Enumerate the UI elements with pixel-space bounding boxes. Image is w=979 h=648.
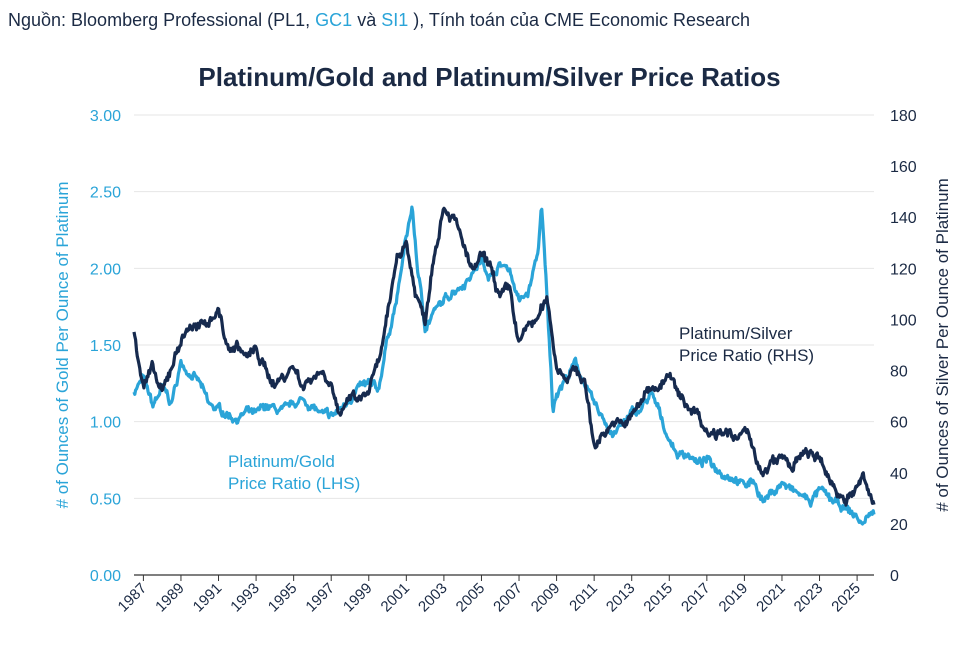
source-va: và (352, 10, 382, 30)
x-tick-label: 2025 (828, 580, 864, 616)
x-tick-label: 2003 (415, 580, 451, 616)
y-tick-right: 40 (890, 466, 908, 483)
y-tick-right: 180 (890, 108, 917, 125)
y-tick-right: 20 (890, 517, 908, 534)
platinum-gold-ratio-line (132, 205, 876, 526)
gridlines (134, 114, 874, 499)
y-tick-right: 80 (890, 364, 908, 381)
y-tick-right: 140 (890, 210, 917, 227)
x-tick-label: 2013 (603, 580, 639, 616)
x-tick-label: 1991 (190, 580, 226, 616)
x-tick-label: 1987 (115, 580, 151, 616)
silver-series-label: Platinum/Silver Price Ratio (RHS) (679, 324, 814, 365)
x-tick-label: 1989 (152, 580, 188, 616)
x-tick-label: 2021 (753, 580, 789, 616)
y-tick-left: 0.50 (90, 491, 121, 508)
y-tick-left: 0.00 (90, 568, 121, 585)
gold-label-line1: Platinum/Gold (228, 452, 335, 471)
x-tick-label: 1999 (340, 580, 376, 616)
source-note: Nguồn: Bloomberg Professional (PL1, GC1 … (8, 10, 750, 31)
y-tick-right: 160 (890, 159, 917, 176)
source-suffix: ), Tính toán của CME Economic Research (408, 10, 751, 30)
source-si1-link[interactable]: SI1 (381, 10, 409, 30)
x-tick-label: 2011 (566, 580, 601, 615)
x-tick-label: 2017 (678, 580, 714, 616)
platinum-silver-ratio-line (132, 206, 876, 507)
y-tick-right: 100 (890, 312, 917, 329)
x-tick-label: 2015 (640, 580, 676, 616)
y-tick-left: 1.00 (90, 415, 121, 432)
gold-label-line2: Price Ratio (LHS) (228, 474, 360, 493)
y-tick-left: 1.50 (90, 338, 121, 355)
x-tick-label: 2007 (490, 580, 526, 616)
silver-label-line1: Platinum/Silver (679, 324, 793, 343)
x-tick-label: 2009 (528, 580, 564, 616)
x-tick-label: 2023 (791, 580, 827, 616)
x-tick-label: 2019 (716, 580, 752, 616)
chart-title: Platinum/Gold and Platinum/Silver Price … (198, 62, 781, 92)
source-gc1-link[interactable]: GC1 (315, 10, 353, 30)
x-tick-label: 1995 (265, 580, 301, 616)
y-tick-left: 2.50 (90, 185, 121, 202)
y-axis-label-left: # of Ounces of Gold Per Ounce of Platinu… (53, 182, 72, 509)
y-tick-left: 2.00 (90, 261, 121, 278)
x-tick-label: 2005 (453, 580, 489, 616)
source-prefix: Nguồn: Bloomberg Professional (PL1, (8, 10, 316, 30)
y-axis-label-right: # of Ounces of Silver Per Ounce of Plati… (933, 178, 952, 512)
gold-series-label: Platinum/Gold Price Ratio (LHS) (228, 452, 360, 493)
series-lines (132, 205, 876, 526)
y-tick-right: 60 (890, 415, 908, 432)
silver-label-line2: Price Ratio (RHS) (679, 346, 814, 365)
x-tick-label: 1997 (302, 580, 338, 616)
y-tick-left: 3.00 (90, 108, 121, 125)
y-tick-right: 120 (890, 261, 917, 278)
y-tick-right: 0 (890, 568, 899, 585)
x-tick-label: 1993 (227, 580, 263, 616)
x-tick-label: 2001 (378, 580, 414, 616)
